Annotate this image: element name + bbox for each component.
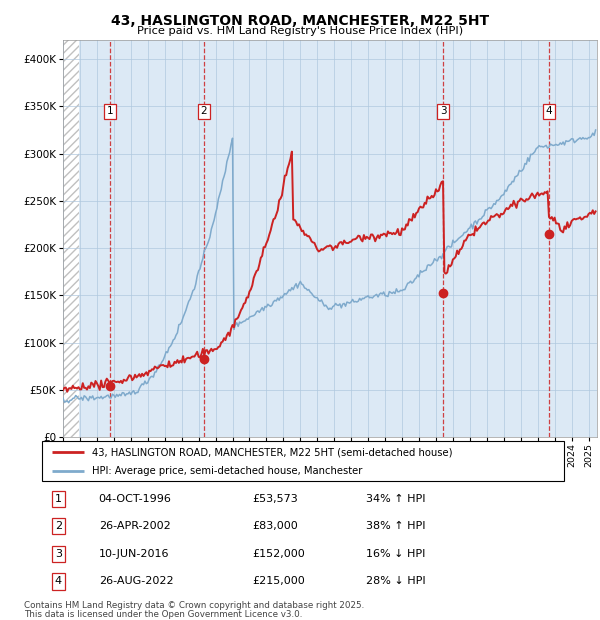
Text: 4: 4	[545, 106, 552, 116]
Text: £215,000: £215,000	[253, 577, 305, 587]
Text: 16% ↓ HPI: 16% ↓ HPI	[366, 549, 425, 559]
Text: 2: 2	[201, 106, 208, 116]
Text: Contains HM Land Registry data © Crown copyright and database right 2025.: Contains HM Land Registry data © Crown c…	[24, 601, 364, 611]
Text: 04-OCT-1996: 04-OCT-1996	[98, 494, 172, 503]
Text: 4: 4	[55, 577, 62, 587]
Text: 3: 3	[440, 106, 447, 116]
Text: 2: 2	[55, 521, 62, 531]
Text: £152,000: £152,000	[253, 549, 305, 559]
Text: 10-JUN-2016: 10-JUN-2016	[98, 549, 169, 559]
Text: £53,573: £53,573	[253, 494, 298, 503]
Text: 26-APR-2002: 26-APR-2002	[98, 521, 170, 531]
FancyBboxPatch shape	[42, 441, 564, 481]
Text: 3: 3	[55, 549, 62, 559]
Text: This data is licensed under the Open Government Licence v3.0.: This data is licensed under the Open Gov…	[24, 610, 302, 619]
Text: Price paid vs. HM Land Registry's House Price Index (HPI): Price paid vs. HM Land Registry's House …	[137, 26, 463, 36]
Text: 43, HASLINGTON ROAD, MANCHESTER, M22 5HT (semi-detached house): 43, HASLINGTON ROAD, MANCHESTER, M22 5HT…	[92, 448, 452, 458]
Text: 34% ↑ HPI: 34% ↑ HPI	[366, 494, 425, 503]
Text: 26-AUG-2022: 26-AUG-2022	[98, 577, 173, 587]
Text: HPI: Average price, semi-detached house, Manchester: HPI: Average price, semi-detached house,…	[92, 466, 362, 476]
Text: 38% ↑ HPI: 38% ↑ HPI	[366, 521, 425, 531]
Text: 1: 1	[106, 106, 113, 116]
Text: 28% ↓ HPI: 28% ↓ HPI	[366, 577, 425, 587]
Text: £83,000: £83,000	[253, 521, 298, 531]
Text: 1: 1	[55, 494, 62, 503]
Bar	[63, 40, 79, 437]
Text: 43, HASLINGTON ROAD, MANCHESTER, M22 5HT: 43, HASLINGTON ROAD, MANCHESTER, M22 5HT	[111, 14, 489, 28]
